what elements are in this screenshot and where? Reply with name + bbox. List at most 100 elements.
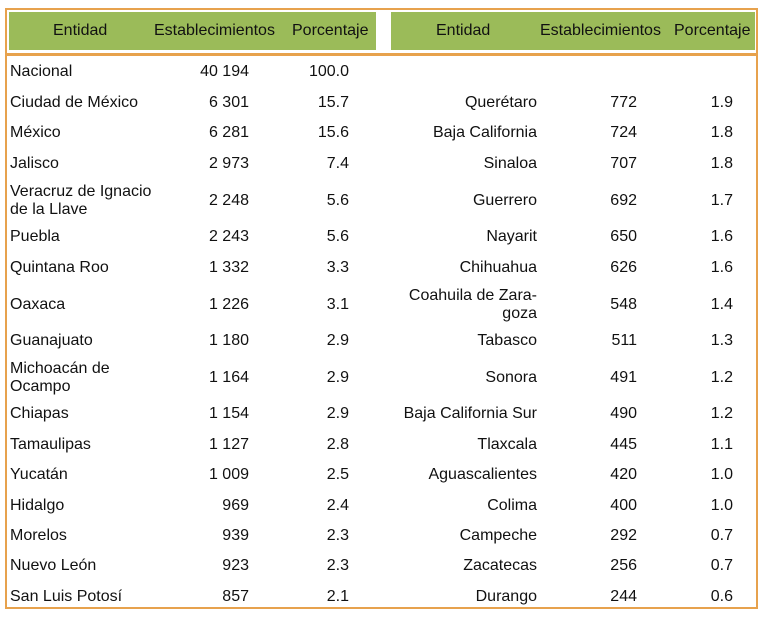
cell-porcentaje: 2.9 xyxy=(326,332,349,349)
table-row: Quintana Roo 1 332 3.3 Chihuahua 626 1.6 xyxy=(7,253,756,283)
cell-entidad: Nacional xyxy=(10,63,73,80)
cell-porcentaje-2: 1.1 xyxy=(710,436,733,453)
header-panel-left: Entidad Establecimientos Porcentaje xyxy=(9,12,376,50)
cell-entidad-2: Querétaro xyxy=(464,94,537,111)
cell-entidad-2: Sinaloa xyxy=(483,155,537,172)
cell-porcentaje-2: 1.6 xyxy=(710,228,733,245)
cell-porcentaje: 5.6 xyxy=(326,192,349,209)
cell-entidad-2: Guerrero xyxy=(472,192,537,209)
cell-establecimientos: 2 243 xyxy=(208,228,249,245)
cell-entidad: Yucatán xyxy=(10,466,68,483)
cell-establecimientos: 1 226 xyxy=(208,296,249,313)
cell-porcentaje: 15.7 xyxy=(317,94,349,111)
cell-establecimientos-2: 400 xyxy=(610,497,637,514)
table-row: Veracruz de Ignacio de la Llave 2 248 5.6 G… xyxy=(7,179,756,223)
cell-porcentaje: 2.4 xyxy=(326,497,349,514)
cell-establecimientos: 857 xyxy=(222,588,249,605)
cell-porcentaje: 2.1 xyxy=(326,588,349,605)
cell-entidad-2: Durango xyxy=(475,588,537,605)
cell-porcentaje-2: 0.7 xyxy=(710,557,733,574)
cell-porcentaje: 2.9 xyxy=(326,405,349,422)
cell-establecimientos-2: 244 xyxy=(610,588,637,605)
cell-porcentaje-2: 1.2 xyxy=(710,369,733,386)
cell-establecimientos: 6 281 xyxy=(208,124,249,141)
cell-porcentaje-2: 1.7 xyxy=(710,192,733,209)
cell-entidad-2: Campeche xyxy=(459,527,537,544)
cell-entidad-2 xyxy=(387,57,537,87)
cell-entidad-2: Aguascalientes xyxy=(428,466,537,483)
table-row: Yucatán 1 009 2.5 Aguascalientes 420 1.0 xyxy=(7,460,756,490)
cell-porcentaje-2: 1.9 xyxy=(710,94,733,111)
cell-establecimientos-2: 692 xyxy=(610,192,637,209)
cell-porcentaje-2: 1.2 xyxy=(710,405,733,422)
cell-establecimientos-2: 491 xyxy=(610,369,637,386)
cell-establecimientos-2: 511 xyxy=(611,332,637,349)
cell-entidad: Michoacán de Ocampo xyxy=(10,360,110,395)
cell-entidad-2: Colima xyxy=(487,497,537,514)
cell-porcentaje: 7.4 xyxy=(326,155,349,172)
cell-entidad-2: Tlaxcala xyxy=(477,436,537,453)
cell-entidad-2: Tabasco xyxy=(477,332,537,349)
cell-entidad: Chiapas xyxy=(10,405,69,422)
cell-porcentaje-2: 1.6 xyxy=(710,259,733,276)
table-row: Nacional 40 194 100.0 xyxy=(7,57,756,87)
cell-entidad: Hidalgo xyxy=(10,497,65,514)
cell-entidad: San Luis Potosí xyxy=(10,588,123,605)
cell-entidad-2: Chihuahua xyxy=(459,259,537,276)
cell-establecimientos: 1 127 xyxy=(208,436,249,453)
cell-porcentaje-2: 1.8 xyxy=(710,155,733,172)
cell-establecimientos: 1 164 xyxy=(208,369,249,386)
table-row: Michoacán de Ocampo 1 164 2.9 Sonora 491 1.2 xyxy=(7,356,756,400)
cell-porcentaje: 3.3 xyxy=(326,259,349,276)
cell-porcentaje: 2.5 xyxy=(326,466,349,483)
table-row: San Luis Potosí 857 2.1 Durango 244 0.6 xyxy=(7,582,756,612)
cell-entidad: Jalisco xyxy=(10,155,59,172)
cell-establecimientos: 1 009 xyxy=(208,466,249,483)
cell-porcentaje: 2.9 xyxy=(326,369,349,386)
cell-entidad-2: Coahuila de Zara-goza xyxy=(408,287,537,322)
header-porcentaje: Porcentaje xyxy=(292,22,369,39)
cell-porcentaje: 5.6 xyxy=(326,228,349,245)
cell-entidad-2: Nayarit xyxy=(486,228,537,245)
cell-porcentaje: 100.0 xyxy=(308,63,349,80)
cell-entidad: Veracruz de Ignacio de la Llave xyxy=(10,183,152,218)
cell-porcentaje-2 xyxy=(657,57,733,87)
cell-porcentaje-2: 0.6 xyxy=(710,588,733,605)
table-row: Oaxaca 1 226 3.1 Coahuila de Zara-goza 548 1.… xyxy=(7,283,756,327)
table-row: Ciudad de México 6 301 15.7 Querétaro 772 1.9 xyxy=(7,88,756,118)
table-row: México 6 281 15.6 Baja California 724 1.8 xyxy=(7,118,756,148)
cell-establecimientos-2: 650 xyxy=(610,228,637,245)
cell-establecimientos: 6 301 xyxy=(208,94,249,111)
cell-entidad: Tamaulipas xyxy=(10,436,91,453)
cell-entidad: Ciudad de México xyxy=(10,94,139,111)
header-porcentaje-2: Porcentaje xyxy=(674,22,751,39)
table-row: Jalisco 2 973 7.4 Sinaloa 707 1.8 xyxy=(7,149,756,179)
cell-establecimientos-2: 420 xyxy=(610,466,637,483)
cell-porcentaje-2: 1.0 xyxy=(710,497,733,514)
table-row: Hidalgo 969 2.4 Colima 400 1.0 xyxy=(7,491,756,521)
table-header: Entidad Establecimientos Porcentaje Enti… xyxy=(7,10,756,56)
cell-entidad: Morelos xyxy=(10,527,67,544)
table-row: Tamaulipas 1 127 2.8 Tlaxcala 445 1.1 xyxy=(7,430,756,460)
table-row: Morelos 939 2.3 Campeche 292 0.7 xyxy=(7,521,756,551)
header-establecimientos: Establecimientos xyxy=(154,22,275,39)
table-frame: Entidad Establecimientos Porcentaje Enti… xyxy=(5,8,758,609)
cell-establecimientos-2: 772 xyxy=(610,94,637,111)
table-row: Chiapas 1 154 2.9 Baja California Sur 490 1.2 xyxy=(7,399,756,429)
cell-entidad: México xyxy=(10,124,61,141)
cell-establecimientos-2: 292 xyxy=(610,527,637,544)
cell-establecimientos: 939 xyxy=(222,527,249,544)
cell-porcentaje-2: 1.4 xyxy=(710,296,733,313)
cell-establecimientos: 969 xyxy=(222,497,249,514)
cell-entidad-2: Sonora xyxy=(485,369,537,386)
cell-entidad: Puebla xyxy=(10,228,60,245)
cell-establecimientos-2: 256 xyxy=(610,557,637,574)
cell-porcentaje-2: 1.8 xyxy=(710,124,733,141)
cell-establecimientos: 2 973 xyxy=(208,155,249,172)
cell-establecimientos: 1 332 xyxy=(208,259,249,276)
header-establecimientos-2: Establecimientos xyxy=(540,22,661,39)
cell-porcentaje-2: 1.0 xyxy=(710,466,733,483)
cell-entidad-2: Zacatecas xyxy=(463,557,537,574)
cell-porcentaje: 2.3 xyxy=(326,527,349,544)
cell-establecimientos: 1 154 xyxy=(208,405,249,422)
